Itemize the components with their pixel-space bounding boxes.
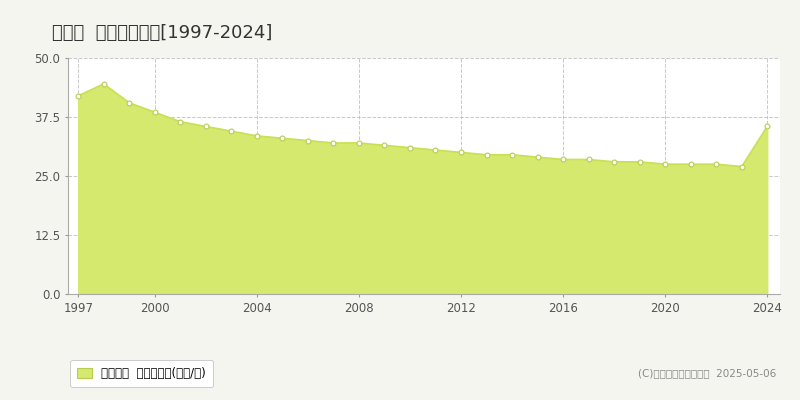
Text: 開成町  基準地価推移[1997-2024]: 開成町 基準地価推移[1997-2024]: [52, 24, 272, 42]
Legend: 基準地価  平均坪単価(万円/坪): 基準地価 平均坪単価(万円/坪): [70, 360, 213, 387]
Text: (C)土地価格ドットコム  2025-05-06: (C)土地価格ドットコム 2025-05-06: [638, 368, 776, 378]
